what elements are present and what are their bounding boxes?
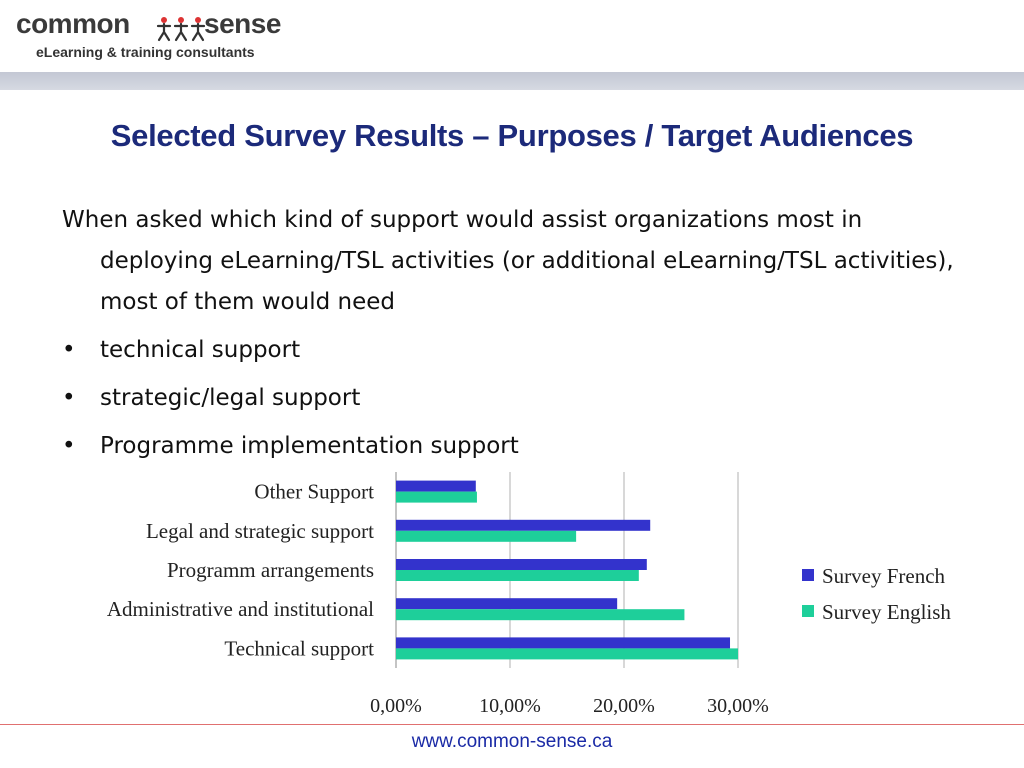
category-label: Other Support <box>254 480 374 504</box>
bullet-text: technical support <box>100 337 301 363</box>
x-tick-label: 0,00% <box>370 695 422 717</box>
footer-url: www.common-sense.ca <box>411 731 613 752</box>
bullet-glyph: • <box>62 337 76 363</box>
legend-swatch <box>802 569 814 581</box>
x-tick-label: 30,00% <box>707 695 769 717</box>
logo-word-left: common <box>16 8 130 39</box>
bullet-text: strategic/legal support <box>100 385 361 411</box>
bullet-list: • technical support • strategic/legal su… <box>62 326 519 470</box>
bar <box>396 637 731 649</box>
slide-title: Selected Survey Results – Purposes / Tar… <box>110 118 914 153</box>
bullet-glyph: • <box>62 385 76 411</box>
bar-chart: 0,00% 10,00% 20,00% 30,00% Other Support Lega… <box>107 472 951 717</box>
bar <box>396 559 647 570</box>
logo-people-icon <box>156 17 206 42</box>
bullet-item: • Programme implementation support <box>62 422 519 470</box>
category-label: Technical support <box>224 636 374 660</box>
logo-word-right: sense <box>204 8 281 39</box>
bar <box>396 491 477 503</box>
header-bar <box>0 72 1024 90</box>
bullet-text: Programme implementation support <box>100 433 519 459</box>
bullet-glyph: • <box>62 433 76 459</box>
bar <box>396 648 738 660</box>
legend-label: Survey English <box>822 600 951 624</box>
bar <box>396 519 651 531</box>
footer-divider <box>0 724 1024 725</box>
category-label: Programm arrangements <box>167 558 374 582</box>
bullet-item: • strategic/legal support <box>62 374 519 422</box>
bar <box>396 480 476 492</box>
bar <box>396 530 577 542</box>
legend-label: Survey French <box>822 564 946 588</box>
bullet-item: • technical support <box>62 326 519 374</box>
company-logo: common sense eLearning & training consul… <box>16 6 316 66</box>
logo-tagline: eLearning & training consultants <box>36 44 255 60</box>
intro-paragraph: When asked which kind of support would a… <box>62 207 954 315</box>
x-tick-label: 10,00% <box>479 695 541 717</box>
category-label: Legal and strategic support <box>146 519 374 543</box>
bar <box>396 570 639 581</box>
bar <box>396 609 685 621</box>
category-label: Administrative and institutional <box>107 597 374 621</box>
x-tick-label: 20,00% <box>593 695 655 717</box>
bar <box>396 598 618 610</box>
legend-swatch <box>802 605 814 617</box>
